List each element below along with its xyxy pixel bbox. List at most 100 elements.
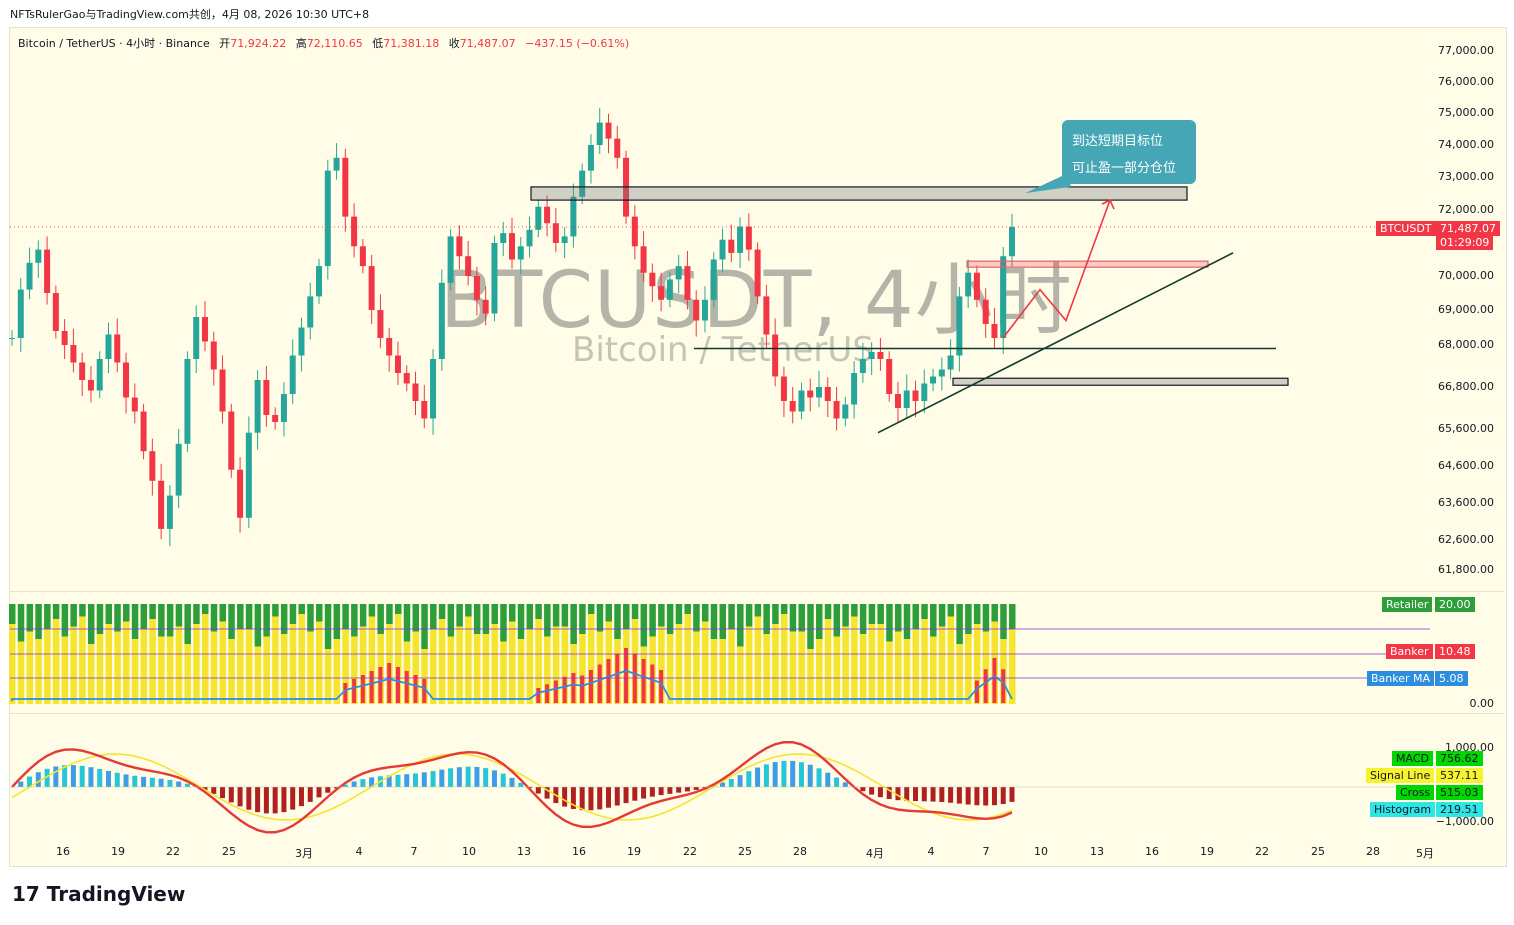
price-tick: 74,000.00: [1438, 138, 1494, 151]
macd-histogram-bar: [974, 787, 980, 806]
candle-body: [552, 223, 559, 243]
annotation-callout[interactable]: 到达短期目标位 可止盈一部分仓位: [1062, 120, 1196, 184]
macd-histogram-bar: [342, 784, 348, 787]
time-tick: 10: [462, 845, 476, 858]
candle-body: [921, 383, 928, 401]
macd-histogram-bar: [70, 765, 76, 787]
candle-body: [377, 310, 384, 338]
macd-histogram-bar: [597, 787, 603, 810]
retailer-fill: [544, 636, 551, 704]
macd-histogram-bar: [904, 787, 910, 801]
macd-histogram-bar: [623, 787, 629, 804]
time-tick: 25: [1311, 845, 1325, 858]
macd-histogram-bar: [983, 787, 989, 806]
candle-body: [368, 266, 375, 310]
time-tick: 4: [927, 845, 935, 858]
retailer-bar: [693, 604, 700, 632]
candle-body: [430, 359, 437, 419]
candle-body: [973, 272, 980, 300]
macd-histogram-bar: [1000, 787, 1006, 805]
banker-bar: [588, 670, 593, 703]
retailer-fill: [579, 634, 586, 704]
candle-body: [210, 341, 217, 370]
retailer-fill: [816, 639, 823, 704]
retailer-fill: [87, 644, 95, 704]
banker-bar: [650, 664, 655, 703]
retailer-bar: [105, 604, 112, 624]
time-tick: 7: [410, 845, 418, 858]
retailer-bar: [517, 604, 525, 639]
pane-separator[interactable]: [10, 591, 1504, 592]
banker-bar: [606, 659, 611, 703]
candle-body: [263, 380, 270, 415]
retailer-bar: [272, 604, 279, 617]
candle-body: [1009, 226, 1015, 257]
candle-body: [719, 239, 726, 260]
retailer-fill: [79, 616, 86, 704]
candle-body: [710, 259, 717, 300]
candle-body: [35, 249, 42, 263]
retailer-fill: [737, 646, 744, 704]
price-tick: 64,600.00: [1438, 459, 1494, 472]
macd-histogram-bar: [500, 773, 506, 787]
retailer-fill: [9, 624, 16, 704]
retailer-bar: [123, 604, 130, 622]
retailer-fill: [307, 631, 314, 704]
retailer-bar: [666, 604, 674, 634]
macd-histogram-bar: [430, 771, 436, 787]
retailer-fill: [517, 639, 525, 704]
macd-histogram-bar: [1009, 787, 1015, 802]
candle-body: [26, 262, 33, 290]
candle-body: [254, 380, 261, 433]
retailer-fill: [289, 624, 297, 704]
retailer-bar: [526, 604, 534, 629]
retailer-fill: [824, 619, 832, 704]
retailer-bar: [96, 604, 104, 634]
retailer-bar: [228, 604, 235, 639]
banker-y-tick: 0.00: [1469, 697, 1495, 710]
candle-body: [912, 390, 919, 401]
macd-histogram-bar: [807, 764, 813, 787]
candle-body: [605, 122, 612, 139]
time-tick: 10: [1034, 845, 1048, 858]
retailer-bar: [921, 604, 928, 619]
macd-histogram-bar: [483, 768, 489, 787]
retailer-bar: [614, 604, 621, 639]
retailer-bar: [254, 604, 262, 647]
candle-body: [1000, 256, 1007, 338]
retailer-fill: [982, 631, 990, 704]
retailer-fill: [438, 619, 446, 704]
zone-support: [952, 377, 1289, 386]
legend-cross-value: 515.03: [1436, 785, 1483, 800]
retailer-bar: [912, 604, 920, 629]
retailer-bar: [35, 604, 42, 639]
candle-body: [17, 289, 24, 338]
retailer-fill: [123, 621, 130, 704]
retailer-bar: [465, 604, 472, 617]
retailer-bar: [386, 604, 393, 624]
pane-separator[interactable]: [10, 713, 1504, 714]
candle-body: [956, 296, 963, 356]
candle-body: [114, 334, 121, 363]
retailer-bar: [842, 604, 849, 627]
banker-bar: [360, 675, 365, 703]
chart-frame[interactable]: [9, 27, 1507, 867]
time-tick: 22: [1255, 845, 1269, 858]
tradingview-logo[interactable]: 𝟭𝟳 TradingView: [12, 882, 185, 906]
macd-histogram-bar: [141, 776, 147, 787]
retailer-fill: [394, 614, 402, 704]
macd-histogram-bar: [465, 766, 471, 787]
macd-histogram-bar: [395, 774, 401, 787]
macd-histogram-bar: [562, 787, 568, 807]
banker-bar: [387, 663, 392, 703]
low-label: 低: [372, 37, 384, 50]
macd-histogram-bar: [316, 787, 322, 798]
retailer-bar: [552, 604, 560, 627]
candle-body: [772, 334, 779, 377]
candle-body: [965, 272, 972, 297]
retailer-fill: [280, 634, 288, 704]
symbol-name[interactable]: Bitcoin / TetherUS · 4小时 · Binance: [18, 37, 210, 50]
retailer-fill: [500, 641, 507, 704]
retailer-fill: [658, 626, 665, 704]
